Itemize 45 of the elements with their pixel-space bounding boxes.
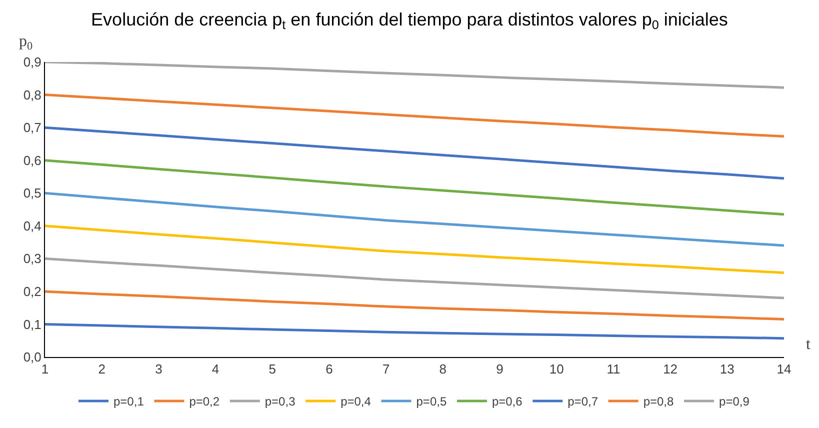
x-tick-label: 1 <box>41 362 49 377</box>
y-tick-label: 0,7 <box>23 120 42 136</box>
legend-label: p=0,9 <box>719 394 750 409</box>
y-tick-label: 0,4 <box>23 218 42 234</box>
line-series <box>45 224 784 274</box>
x-tick-label: 10 <box>549 362 564 377</box>
legend-label: p=0,6 <box>492 394 523 409</box>
y-tick-label: 0,2 <box>23 284 42 299</box>
y-tick-label: 0,0 <box>23 350 42 365</box>
x-tick-label: 7 <box>382 362 390 377</box>
legend-label: p=0,1 <box>114 394 144 409</box>
legend-label: p=0,3 <box>264 394 296 409</box>
line-series <box>45 159 784 216</box>
y-tick-label: 0,8 <box>23 87 42 102</box>
line-series <box>45 94 784 138</box>
y-tick-label: 0,1 <box>23 316 42 332</box>
x-tick-label: 13 <box>720 362 734 377</box>
x-axis-title: t <box>806 336 811 353</box>
legend-label: p=0,8 <box>643 394 674 409</box>
legend-label: p=0,2 <box>189 394 220 409</box>
x-tick-label: 8 <box>439 362 447 377</box>
line-series <box>45 192 784 247</box>
x-tick-label: 3 <box>155 362 162 377</box>
x-tick-label: 4 <box>212 362 220 377</box>
y-axis-title: p$_{0}$ <box>19 33 33 52</box>
legend-label: p=0,4 <box>340 394 372 409</box>
y-tick-label: 0,6 <box>23 152 42 168</box>
line-series <box>45 290 784 321</box>
x-tick-label: 5 <box>268 362 276 377</box>
y-tick-label: 0,9 <box>23 54 42 70</box>
y-tick-label: 0,3 <box>23 251 42 266</box>
line-series <box>45 257 784 300</box>
y-tick-label: 0,5 <box>23 186 42 201</box>
chart-title: Evolución de creencia p$_{t}$ en función del tiempo para distintos valores p$_{0}$ iniciales <box>91 9 728 32</box>
line-series <box>45 62 784 89</box>
legend-label: p=0,5 <box>416 394 447 409</box>
x-tick-label: 2 <box>98 362 106 377</box>
line-series <box>45 322 784 340</box>
x-tick-label: 11 <box>606 362 620 377</box>
x-tick-label: 14 <box>776 362 792 377</box>
legend-label: p=0,7 <box>568 394 598 409</box>
x-tick-label: 9 <box>496 362 504 377</box>
line-series <box>45 126 784 180</box>
x-tick-label: 12 <box>663 362 678 377</box>
x-tick-label: 6 <box>326 362 333 377</box>
